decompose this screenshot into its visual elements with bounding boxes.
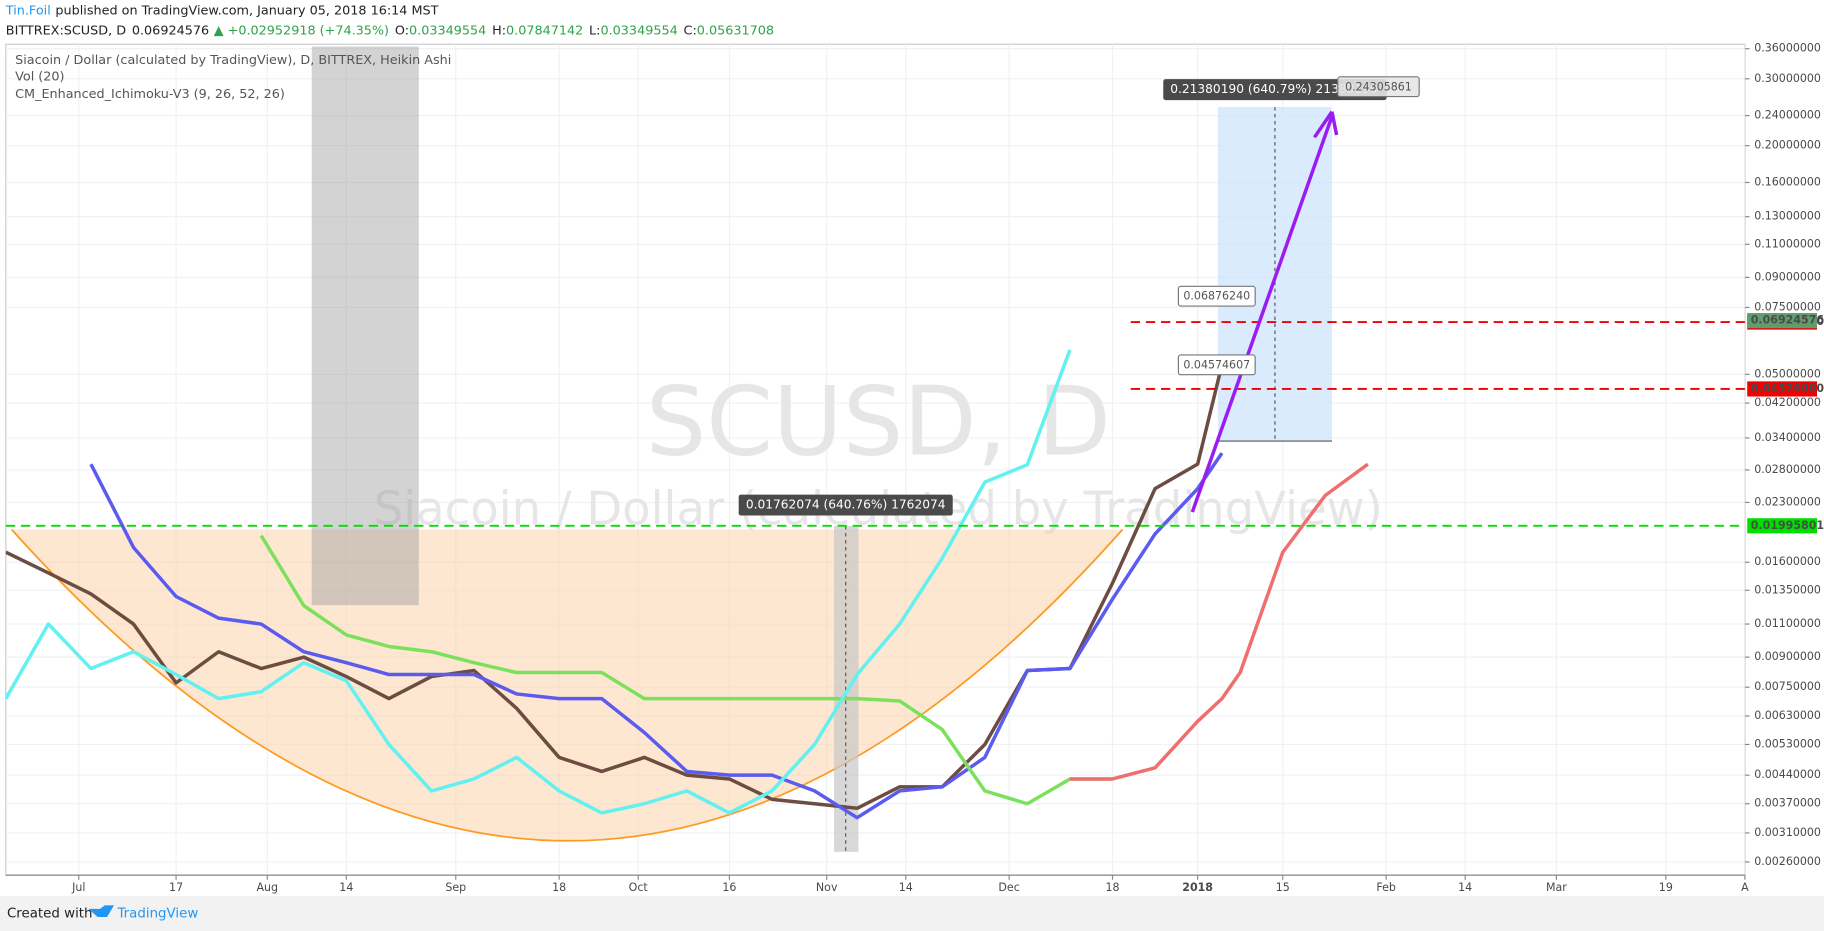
- x-tick-label: 14: [339, 881, 353, 894]
- series-line: [1069, 462, 1369, 781]
- annotation-box: [1177, 285, 1256, 307]
- y-tick-label: 0.00630000: [1754, 709, 1821, 722]
- watermark-symbol: SCUSD, D: [646, 367, 1111, 478]
- x-tick-label: Sep: [445, 881, 466, 894]
- cloud-shade: [311, 46, 419, 606]
- y-tick-label: 0.24000000: [1754, 109, 1821, 122]
- x-tick-label: Oct: [629, 881, 649, 894]
- x-tick-label: Mar: [1546, 881, 1567, 894]
- series-line: [5, 349, 1072, 815]
- x-tick-label: 2018: [1182, 881, 1213, 894]
- y-tick-label: 0.01100000: [1754, 617, 1821, 630]
- price: 0.06924576: [132, 23, 209, 38]
- annotation-box: [1177, 354, 1256, 376]
- series-line: [259, 534, 1113, 806]
- cup-arc: [10, 528, 1124, 842]
- x-tick-label: 18: [1105, 881, 1119, 894]
- indicator: CM_Enhanced_Ichimoku-V3 (9, 26, 52, 26): [15, 87, 285, 102]
- y-tick-label: 0.00750000: [1754, 680, 1821, 693]
- x-tick-label: 19: [1659, 881, 1673, 894]
- ohlc: O:0.03349554 H:0.07847142 L:0.03349554 C:0.…: [395, 23, 774, 38]
- y-tick-label: 0.00440000: [1754, 768, 1821, 781]
- indicator: Vol (20): [15, 69, 64, 84]
- ohlc-label: O:: [395, 23, 409, 38]
- y-tick-label: 0.03400000: [1754, 431, 1821, 444]
- y-tick-label: 0.11000000: [1754, 237, 1821, 250]
- footer-created: Created with: [7, 907, 93, 922]
- ohlc-value: 0.03349554: [600, 23, 677, 38]
- arrow-head: [1313, 110, 1339, 139]
- series-layer: [5, 349, 1369, 820]
- ohlc-label: H:: [492, 23, 506, 38]
- arrow: [1190, 110, 1339, 513]
- author[interactable]: Tin.Foil: [5, 3, 51, 18]
- ohlc-value: 0.03349554: [409, 23, 486, 38]
- y-tick-label: 0.13000000: [1754, 210, 1821, 223]
- x-tick-label: Feb: [1376, 881, 1396, 894]
- last-price-box: [1747, 313, 1818, 329]
- y-tick-label: 0.00900000: [1754, 650, 1821, 663]
- y-tick-label: 0.36000000: [1754, 42, 1821, 55]
- level-label-box: [1747, 518, 1818, 534]
- x-tick-label: 14: [899, 881, 913, 894]
- x-tick-label: Jul: [71, 881, 85, 894]
- x-tick-label: 14: [1458, 881, 1472, 894]
- annotation-box: [738, 494, 953, 516]
- x-tick-label: 18: [552, 881, 566, 894]
- x-tick-label: 16: [722, 881, 736, 894]
- annotation: 0.04574607: [1183, 358, 1250, 371]
- annotation-box: [1163, 79, 1387, 101]
- x-tick-label: Nov: [816, 881, 838, 894]
- y-tick-label: 0.00310000: [1754, 826, 1821, 839]
- series-line: [89, 452, 1224, 820]
- published: published on TradingView.com, January 05…: [55, 3, 438, 18]
- y-tick-label: 0.16000000: [1754, 175, 1821, 188]
- x-tick-label: A: [1741, 881, 1749, 894]
- ohlc-value: 0.05631708: [697, 23, 774, 38]
- symbol: BITTREX:SCUSD, D: [6, 23, 126, 38]
- x-tick-label: 15: [1276, 881, 1290, 894]
- y-tick-label: 0.20000000: [1754, 139, 1821, 152]
- ohlc-label: C:: [684, 23, 697, 38]
- chart-title: Siacoin / Dollar (calculated by TradingV…: [15, 53, 451, 68]
- annotation: 0.24305861: [1345, 80, 1412, 93]
- level-label: 0.01995801: [1751, 519, 1824, 532]
- annotation-box: [1337, 76, 1420, 98]
- y-tick-label: 0.00530000: [1754, 737, 1821, 750]
- annotations: 0.01762074 (640.76%) 1762074 0.21380190 …: [738, 76, 1420, 516]
- y-tick-label: 0.30000000: [1754, 72, 1821, 85]
- level-label-box: [1747, 381, 1818, 397]
- y-tick-label: 0.02300000: [1754, 495, 1821, 508]
- annotation: 0.21380190 (640.79%) 21380190: [1170, 82, 1377, 96]
- footer-bar: [0, 896, 1824, 931]
- annotation: 0.01762074 (640.76%) 1762074: [746, 498, 946, 512]
- annotation: 0.06876240: [1183, 290, 1250, 303]
- header-line-1: Tin.Foil published on TradingView.com, Ja…: [5, 3, 439, 18]
- ohlc-label: L:: [589, 23, 600, 38]
- y-tick-label: 0.05000000: [1754, 367, 1821, 380]
- header-line-2: BITTREX:SCUSD, D 0.06924576 ▲ +0.02952918 …: [6, 23, 774, 38]
- x-tick-label: 17: [169, 881, 183, 894]
- ohlc-value: 0.07847142: [506, 23, 583, 38]
- footer-logo: [88, 905, 114, 918]
- x-tick-label: Dec: [998, 881, 1019, 894]
- y-tick-label: 0.01600000: [1754, 555, 1821, 568]
- legend: Siacoin / Dollar (calculated by TradingV…: [15, 53, 451, 102]
- footer-brand[interactable]: TradingView: [116, 907, 198, 922]
- x-tick-label: Aug: [256, 881, 278, 894]
- level-label: 0.04576000: [1751, 382, 1824, 395]
- y-tick-label: 0.02800000: [1754, 463, 1821, 476]
- y-tick-label: 0.00260000: [1754, 855, 1821, 868]
- y-tick-label: 0.09000000: [1754, 270, 1821, 283]
- y-tick-label: 0.04200000: [1754, 396, 1821, 409]
- axes: 0.36000000 0.30000000 0.24000000 0.20000000…: [5, 42, 1821, 894]
- change: ▲ +0.02952918 (+74.35%): [214, 23, 389, 38]
- y-tick-label: 0.00370000: [1754, 797, 1821, 810]
- y-tick-label: 0.07500000: [1754, 300, 1821, 313]
- y-tick-label: 0.01350000: [1754, 583, 1821, 596]
- arrow-shaft: [1190, 115, 1334, 513]
- last-price-label: 0.06924576: [1751, 314, 1824, 327]
